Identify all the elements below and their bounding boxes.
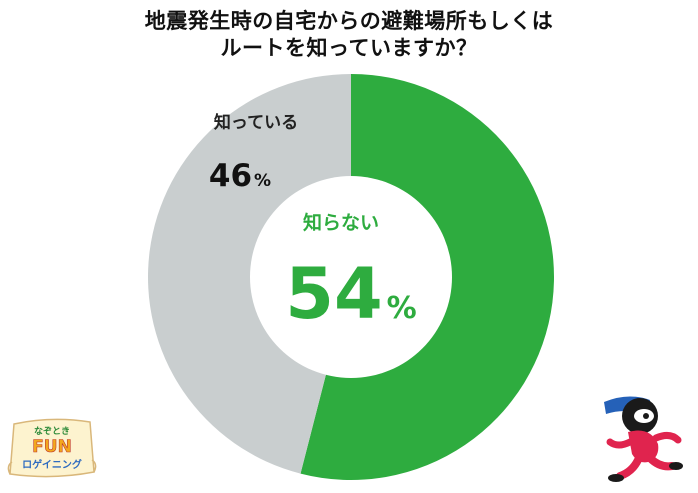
value-unknown-number: 54	[285, 253, 382, 335]
logo-text-fun: FUN	[32, 437, 72, 457]
donut-hole	[250, 176, 452, 378]
chart-title: 地震発生時の自宅からの避難場所もしくは ルートを知っていますか？	[0, 8, 698, 62]
slice-value-known: 46%	[209, 158, 271, 194]
slice-label-unknown: 知らない	[303, 211, 379, 234]
logo-text-top: なぞとき	[34, 426, 70, 437]
title-line-2: ルートを知っていますか？	[220, 36, 478, 60]
slice-label-known: 知っている	[213, 112, 298, 133]
value-known-number: 46	[209, 158, 252, 194]
ninja-mascot-icon	[604, 396, 683, 482]
value-known-unit: %	[254, 171, 271, 191]
value-unknown-unit: %	[387, 291, 417, 326]
title-line-1: 地震発生時の自宅からの避難場所もしくは	[144, 9, 554, 33]
slice-value-unknown: 54%	[285, 253, 416, 335]
donut-slice-1	[148, 74, 351, 474]
logo-text-bottom: ロゲイニング	[22, 458, 82, 471]
fun-rogaining-logo: なぞとき FUN ロゲイニング	[7, 418, 97, 478]
